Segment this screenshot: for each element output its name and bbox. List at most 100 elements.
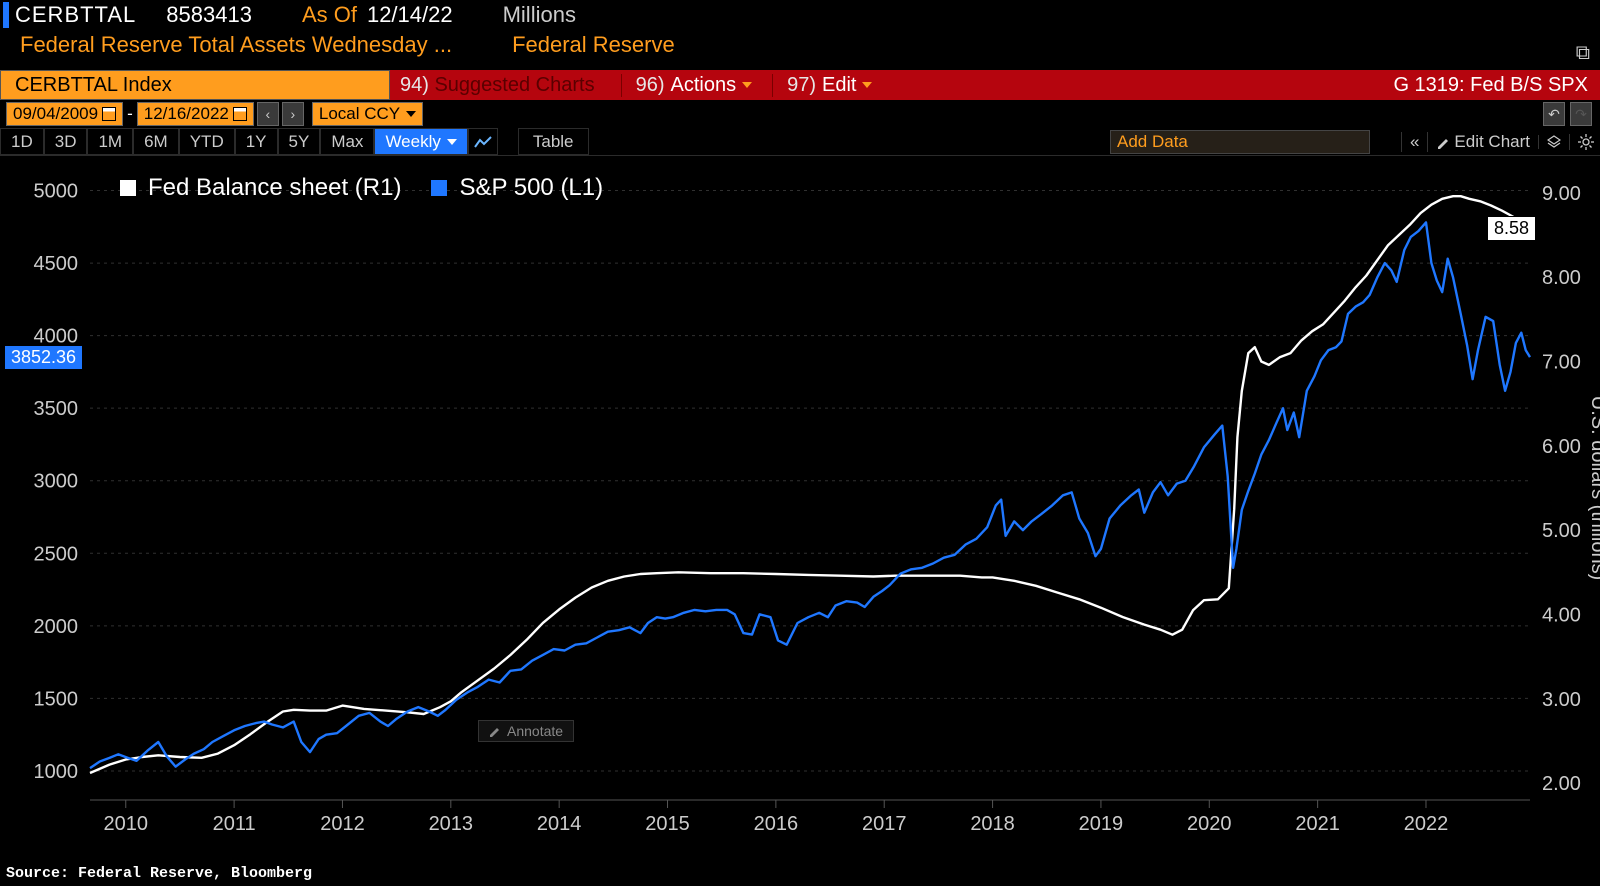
svg-text:2020: 2020 bbox=[1187, 813, 1232, 835]
suggested-charts-button[interactable]: 94) Suggested Charts bbox=[400, 74, 595, 97]
calendar-icon[interactable] bbox=[233, 107, 247, 121]
layers-button[interactable] bbox=[1538, 135, 1561, 149]
ticker-value: 8583413 bbox=[166, 2, 252, 28]
line-chart-icon bbox=[474, 135, 492, 149]
series-fed-balance-sheet bbox=[90, 196, 1530, 773]
add-data-placeholder: Add Data bbox=[1117, 132, 1188, 152]
svg-text:7.00: 7.00 bbox=[1542, 352, 1581, 374]
svg-text:2013: 2013 bbox=[429, 813, 474, 835]
svg-text:1500: 1500 bbox=[34, 688, 79, 710]
date-range-bar: 09/04/2009 - 12/16/2022 ‹ › Local CCY ↶ … bbox=[0, 100, 1600, 128]
collapse-button[interactable]: « bbox=[1401, 132, 1419, 152]
index-input[interactable]: CERBTTAL Index bbox=[0, 70, 390, 100]
series-s-p-500 bbox=[90, 222, 1530, 768]
edit-num: 97) bbox=[787, 74, 816, 97]
svg-text:2011: 2011 bbox=[213, 813, 256, 835]
caret-down-icon bbox=[406, 111, 416, 117]
pencil-icon bbox=[1436, 135, 1450, 149]
suggested-num: 94) bbox=[400, 74, 429, 96]
svg-text:5000: 5000 bbox=[34, 181, 79, 203]
legend-label-2: S&P 500 (L1) bbox=[459, 174, 603, 202]
ticker-symbol: CERBTTAL bbox=[15, 2, 136, 28]
svg-text:3500: 3500 bbox=[34, 398, 79, 420]
edit-label: Edit bbox=[822, 74, 856, 97]
svg-text:6.00: 6.00 bbox=[1542, 436, 1581, 458]
edit-chart-button[interactable]: Edit Chart bbox=[1427, 132, 1530, 152]
table-view-button[interactable]: Table bbox=[518, 128, 589, 155]
end-date-value: 12/16/2022 bbox=[144, 104, 229, 124]
svg-text:8.00: 8.00 bbox=[1542, 267, 1581, 289]
end-date-input[interactable]: 12/16/2022 bbox=[137, 102, 254, 126]
chart-area[interactable]: 1000150020002500300035004000450050002.00… bbox=[0, 156, 1600, 860]
period-1m[interactable]: 1M bbox=[87, 128, 133, 155]
period-5y[interactable]: 5Y bbox=[278, 128, 321, 155]
asof-date: 12/14/22 bbox=[367, 2, 453, 28]
svg-text:2016: 2016 bbox=[754, 813, 799, 835]
caret-down-icon bbox=[447, 139, 457, 145]
svg-text:2021: 2021 bbox=[1295, 813, 1340, 835]
edit-chart-label: Edit Chart bbox=[1454, 132, 1530, 152]
period-weekly[interactable]: Weekly bbox=[374, 128, 467, 155]
chart-tools-right: « Edit Chart bbox=[1401, 132, 1594, 152]
svg-text:2014: 2014 bbox=[537, 813, 582, 835]
period-6m[interactable]: 6M bbox=[133, 128, 179, 155]
period-ytd[interactable]: YTD bbox=[179, 128, 235, 155]
command-bar: CERBTTAL Index 94) Suggested Charts 96) … bbox=[0, 70, 1600, 100]
svg-text:2010: 2010 bbox=[104, 813, 149, 835]
svg-text:5.00: 5.00 bbox=[1542, 520, 1581, 542]
period-3d[interactable]: 3D bbox=[44, 128, 88, 155]
legend-swatch-1 bbox=[120, 180, 136, 196]
gear-icon bbox=[1578, 134, 1594, 150]
period-1y[interactable]: 1Y bbox=[235, 128, 278, 155]
svg-text:3000: 3000 bbox=[34, 471, 79, 493]
add-data-input[interactable]: Add Data bbox=[1110, 130, 1370, 154]
left-axis-last-value: 3852.36 bbox=[4, 345, 83, 370]
start-date-value: 09/04/2009 bbox=[13, 104, 98, 124]
svg-text:2.00: 2.00 bbox=[1542, 773, 1581, 795]
svg-text:U.S. dollars (trillions): U.S. dollars (trillions) bbox=[1587, 396, 1600, 580]
settings-button[interactable] bbox=[1569, 134, 1594, 150]
series-source: Federal Reserve bbox=[512, 32, 675, 58]
suggested-label: Suggested Charts bbox=[434, 74, 594, 96]
currency-label: Local CCY bbox=[319, 104, 400, 124]
annotate-label: Annotate bbox=[507, 723, 563, 739]
index-input-text: CERBTTAL Index bbox=[15, 74, 172, 97]
start-date-input[interactable]: 09/04/2009 bbox=[6, 102, 123, 126]
svg-text:3.00: 3.00 bbox=[1542, 689, 1581, 711]
svg-text:9.00: 9.00 bbox=[1542, 183, 1581, 205]
chart-type-button[interactable] bbox=[468, 128, 498, 155]
right-axis-last-value: 8.58 bbox=[1487, 216, 1536, 241]
chart-title: G 1319: Fed B/S SPX bbox=[1393, 74, 1588, 97]
period-toolbar: 1D3D1M6MYTD1Y5YMaxWeekly Table Add Data … bbox=[0, 128, 1600, 156]
actions-label: Actions bbox=[670, 74, 736, 97]
ticker-accent bbox=[3, 2, 9, 28]
svg-text:4500: 4500 bbox=[34, 253, 79, 275]
asof-label: As Of bbox=[302, 2, 357, 28]
svg-text:2018: 2018 bbox=[970, 813, 1015, 835]
legend-swatch-2 bbox=[431, 180, 447, 196]
legend-label-1: Fed Balance sheet (R1) bbox=[148, 174, 401, 202]
svg-text:2019: 2019 bbox=[1079, 813, 1124, 835]
undo-button[interactable]: ↶ bbox=[1543, 102, 1565, 126]
prev-period-button[interactable]: ‹ bbox=[257, 102, 279, 126]
caret-down-icon bbox=[742, 82, 752, 88]
calendar-icon[interactable] bbox=[102, 107, 116, 121]
chart-source: Source: Federal Reserve, Bloomberg bbox=[6, 865, 312, 882]
unit-label: Millions bbox=[503, 2, 576, 28]
layers-icon bbox=[1547, 135, 1561, 149]
period-max[interactable]: Max bbox=[320, 128, 374, 155]
svg-text:2017: 2017 bbox=[862, 813, 907, 835]
redo-button[interactable]: ↷ bbox=[1570, 102, 1592, 126]
currency-select[interactable]: Local CCY bbox=[312, 102, 423, 126]
period-1d[interactable]: 1D bbox=[0, 128, 44, 155]
edit-menu[interactable]: 97) Edit bbox=[772, 74, 872, 97]
price-chart[interactable]: 1000150020002500300035004000450050002.00… bbox=[0, 156, 1600, 860]
annotate-button[interactable]: Annotate bbox=[478, 720, 574, 742]
series-description: Federal Reserve Total Assets Wednesday .… bbox=[20, 32, 452, 58]
next-period-button[interactable]: › bbox=[282, 102, 304, 126]
caret-down-icon bbox=[862, 82, 872, 88]
svg-text:2015: 2015 bbox=[645, 813, 690, 835]
svg-text:2012: 2012 bbox=[320, 813, 365, 835]
svg-text:2000: 2000 bbox=[34, 616, 79, 638]
actions-menu[interactable]: 96) Actions bbox=[621, 74, 753, 97]
